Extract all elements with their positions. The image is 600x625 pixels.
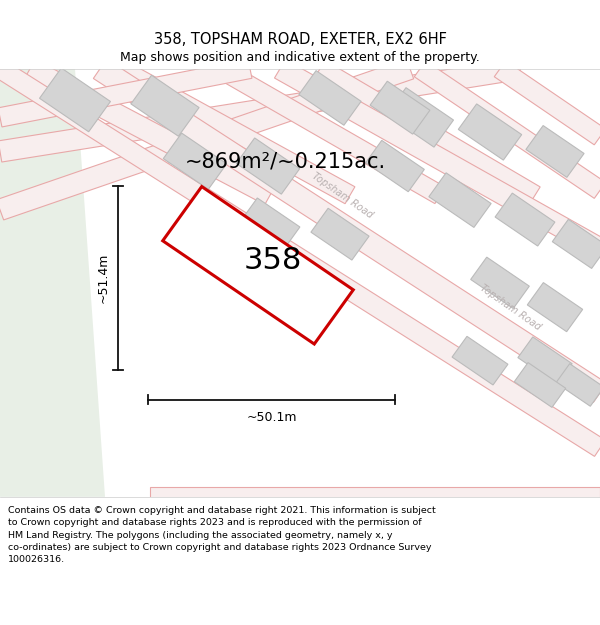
Polygon shape	[25, 59, 275, 204]
Polygon shape	[299, 71, 361, 125]
Text: Map shows position and indicative extent of the property.: Map shows position and indicative extent…	[120, 51, 480, 64]
Polygon shape	[386, 88, 454, 147]
Polygon shape	[311, 208, 369, 260]
Polygon shape	[0, 59, 252, 127]
Polygon shape	[315, 61, 540, 204]
Polygon shape	[370, 81, 430, 134]
Polygon shape	[94, 59, 600, 402]
Polygon shape	[236, 138, 300, 194]
Text: 358, TOPSHAM ROAD, EXETER, EX2 6HF: 358, TOPSHAM ROAD, EXETER, EX2 6HF	[154, 32, 446, 48]
Polygon shape	[0, 69, 105, 497]
Text: 358: 358	[244, 246, 302, 275]
Polygon shape	[470, 257, 529, 309]
Polygon shape	[240, 198, 300, 251]
Polygon shape	[0, 61, 600, 456]
Polygon shape	[115, 60, 355, 204]
Polygon shape	[274, 59, 600, 258]
Polygon shape	[163, 187, 353, 344]
Polygon shape	[414, 61, 600, 198]
Polygon shape	[150, 487, 600, 507]
Text: Contains OS data © Crown copyright and database right 2021. This information is : Contains OS data © Crown copyright and d…	[8, 506, 436, 564]
Text: Topsham Road: Topsham Road	[478, 282, 542, 332]
Polygon shape	[518, 337, 572, 384]
Polygon shape	[215, 61, 445, 204]
Polygon shape	[556, 364, 600, 406]
Text: ~50.1m: ~50.1m	[246, 411, 297, 424]
Polygon shape	[527, 282, 583, 332]
Polygon shape	[131, 75, 199, 136]
Polygon shape	[458, 104, 522, 160]
Polygon shape	[452, 336, 508, 385]
Polygon shape	[0, 59, 413, 220]
Polygon shape	[429, 173, 491, 228]
Polygon shape	[0, 58, 522, 162]
Text: Topsham Road: Topsham Road	[310, 171, 374, 220]
Polygon shape	[495, 193, 555, 246]
Polygon shape	[553, 219, 600, 269]
Polygon shape	[514, 362, 566, 408]
Polygon shape	[526, 126, 584, 178]
Polygon shape	[494, 61, 600, 145]
Polygon shape	[365, 141, 424, 192]
Polygon shape	[163, 133, 227, 189]
Polygon shape	[40, 68, 110, 132]
Text: ~51.4m: ~51.4m	[97, 253, 110, 303]
Text: ~869m²/~0.215ac.: ~869m²/~0.215ac.	[185, 151, 386, 171]
